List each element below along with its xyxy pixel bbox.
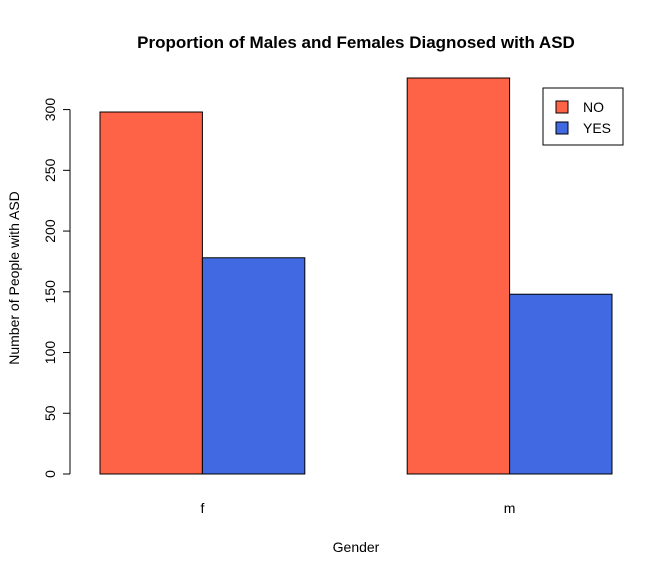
y-axis-label: Number of People with ASD bbox=[6, 191, 22, 365]
legend: NO YES bbox=[542, 87, 624, 146]
y-tick-label-150: 150 bbox=[42, 280, 58, 304]
bar-no-m bbox=[406, 77, 511, 475]
legend-swatch-yes bbox=[555, 121, 569, 135]
bars bbox=[99, 77, 613, 475]
x-tick-label-m: m bbox=[504, 500, 516, 516]
y-tick-label-100: 100 bbox=[42, 341, 58, 365]
chart-title: Proportion of Males and Females Diagnose… bbox=[137, 33, 575, 52]
y-axis: 0 50 100 150 200 250 300 bbox=[42, 98, 71, 478]
y-tick-label-250: 250 bbox=[42, 158, 58, 182]
y-tick-label-50: 50 bbox=[42, 405, 58, 421]
x-tick-label-f: f bbox=[200, 500, 204, 516]
legend-box bbox=[542, 87, 624, 146]
y-tick-label-300: 300 bbox=[42, 98, 58, 122]
y-tick-label-200: 200 bbox=[42, 219, 58, 243]
bar-no-f bbox=[99, 111, 203, 475]
legend-label-no: NO bbox=[583, 99, 604, 115]
bar-yes-f bbox=[201, 257, 306, 475]
x-axis-label: Gender bbox=[333, 539, 380, 555]
y-tick-label-0: 0 bbox=[42, 470, 58, 478]
bar-yes-m bbox=[509, 293, 613, 475]
legend-swatch-no bbox=[555, 100, 569, 114]
legend-label-yes: YES bbox=[583, 120, 611, 136]
